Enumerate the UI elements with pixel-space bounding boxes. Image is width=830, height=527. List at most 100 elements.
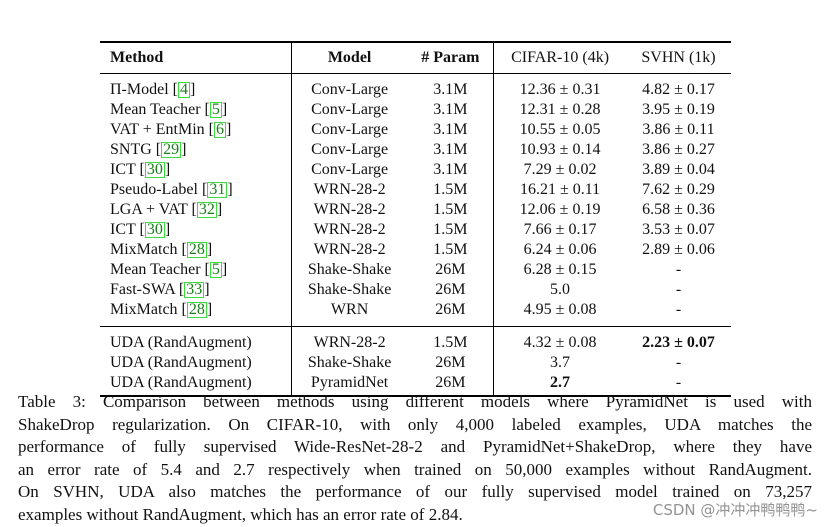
model-cell: Conv-Large	[311, 121, 389, 138]
param-cell: 26M	[407, 260, 495, 280]
model-cell: Shake-Shake	[307, 281, 392, 298]
cifar-cell: 7.66 ± 0.17	[523, 221, 597, 238]
citation-link[interactable]: 31	[207, 181, 228, 198]
method-cell: Mean Teacher [5]	[100, 260, 292, 280]
model-cell: Conv-Large	[311, 141, 389, 158]
table-row: Pseudo-Label [31] WRN-28-2 1.5M 16.21 ± 0.1…	[100, 180, 731, 200]
method-name: Mean Teacher	[110, 101, 201, 118]
method-cell: Mean Teacher [5]	[100, 100, 292, 120]
table-row: MixMatch [28] WRN-28-2 1.5M 6.24 ± 0.06 2.89…	[100, 240, 731, 260]
model-cell: WRN	[330, 301, 369, 318]
method-name: MixMatch	[110, 301, 178, 318]
cifar-cell: 16.21 ± 0.11	[519, 181, 601, 198]
model-cell: Shake-Shake	[307, 261, 392, 278]
svhn-cell: -	[675, 374, 682, 391]
citation-link[interactable]: 6	[214, 121, 226, 138]
cifar-cell: 4.32 ± 0.08	[523, 334, 597, 351]
method-cell: SNTG [29]	[100, 140, 292, 160]
cifar-cell: 10.93 ± 0.14	[519, 141, 601, 158]
svhn-cell: 2.23 ± 0.07	[642, 334, 715, 351]
param-cell: 1.5M	[407, 326, 495, 353]
table-row: UDA (RandAugment) Shake-Shake 26M 3.7 -	[100, 353, 731, 373]
svhn-cell: 6.58 ± 0.36	[642, 201, 715, 218]
param-cell: 3.1M	[407, 73, 495, 100]
table-row: LGA + VAT [32] WRN-28-2 1.5M 12.06 ± 0.19 6.…	[100, 200, 731, 220]
svhn-cell: -	[675, 354, 682, 371]
table-row: Mean Teacher [5] Conv-Large 3.1M 12.31 ± 0.…	[100, 100, 731, 120]
table-header: Method Model # Param CIFAR-10 (4k) SVHN …	[100, 42, 731, 74]
model-cell: Conv-Large	[311, 161, 389, 178]
citation-link[interactable]: 33	[184, 281, 205, 298]
cifar-cell: 10.55 ± 0.05	[519, 121, 601, 138]
table-caption: Table 3: Comparison between methods usin…	[18, 391, 812, 526]
param-cell: 26M	[407, 280, 495, 300]
param-cell: 1.5M	[407, 200, 495, 220]
method-cell: Π-Model [4]	[100, 73, 292, 100]
method-cell: Pseudo-Label [31]	[100, 180, 292, 200]
citation-link[interactable]: 5	[209, 101, 222, 118]
model-cell: WRN-28-2	[313, 221, 386, 238]
param-cell: 3.1M	[407, 100, 495, 120]
param-cell: 3.1M	[407, 120, 495, 140]
method-name: Pseudo-Label	[110, 181, 198, 198]
header-param: # Param	[407, 42, 495, 74]
table-row: UDA (RandAugment) PyramidNet 26M 2.7 -	[100, 373, 731, 396]
header-model: Model	[327, 49, 372, 66]
svhn-cell: 7.62 ± 0.29	[642, 181, 715, 198]
method-cell: UDA (RandAugment)	[100, 353, 292, 373]
model-cell: WRN-28-2	[313, 241, 386, 258]
svhn-cell: 3.53 ± 0.07	[642, 221, 715, 238]
method-cell: ICT [30]	[100, 160, 292, 180]
method-name: Fast-SWA	[110, 281, 175, 298]
method-cell: Fast-SWA [33]	[100, 280, 292, 300]
param-cell: 26M	[407, 353, 495, 373]
citation-link[interactable]: 28	[186, 301, 207, 318]
table-row: Mean Teacher [5] Shake-Shake 26M 6.28 ± 0.1…	[100, 260, 731, 280]
results-table: Method Model # Param CIFAR-10 (4k) SVHN …	[100, 41, 731, 397]
model-cell: WRN-28-2	[313, 181, 386, 198]
table-row: VAT + EntMin [6] Conv-Large 3.1M 10.55 ± 0.…	[100, 120, 731, 140]
caption-line: ShakeDrop regularization. On CIFAR-10, w…	[18, 414, 812, 434]
cifar-cell: 7.29 ± 0.02	[523, 161, 597, 178]
table-row: SNTG [29] Conv-Large 3.1M 10.93 ± 0.14 3.86 …	[100, 140, 731, 160]
model-cell: WRN-28-2	[313, 201, 386, 218]
citation-link[interactable]: 30	[144, 161, 165, 178]
citation-link[interactable]: 4	[177, 81, 190, 98]
model-cell: Conv-Large	[311, 81, 389, 98]
caption-line: examples without RandAugment, which has …	[18, 504, 463, 524]
citation-link[interactable]: 29	[161, 141, 182, 158]
method-name: VAT + EntMin	[110, 121, 205, 138]
svhn-cell: -	[675, 261, 682, 278]
method-cell: MixMatch [28]	[100, 240, 292, 260]
method-name: MixMatch	[110, 241, 178, 258]
method-name: LGA + VAT	[110, 201, 188, 218]
method-name: ICT	[110, 221, 136, 238]
model-cell: Conv-Large	[311, 101, 389, 118]
table-row: MixMatch [28] WRN 26M 4.95 ± 0.08 -	[100, 300, 731, 327]
method-name: Mean Teacher	[110, 261, 201, 278]
citation-link[interactable]: 30	[144, 221, 165, 238]
header-svhn: SVHN (1k)	[641, 49, 716, 66]
cifar-cell: 12.36 ± 0.31	[519, 81, 601, 98]
table-row: Fast-SWA [33] Shake-Shake 26M 5.0 -	[100, 280, 731, 300]
svhn-cell: 3.86 ± 0.27	[642, 141, 715, 158]
table-row: ICT [30] WRN-28-2 1.5M 7.66 ± 0.17 3.53 ± 0.…	[100, 220, 731, 240]
svhn-cell: 2.89 ± 0.06	[642, 241, 715, 258]
header-cifar: CIFAR-10 (4k)	[511, 49, 610, 66]
model-cell: WRN-28-2	[313, 334, 386, 351]
header-row: Method Model # Param CIFAR-10 (4k) SVHN …	[100, 42, 731, 74]
caption-line: an error rate of 5.4 and 2.7 respectivel…	[18, 459, 812, 479]
param-cell: 26M	[407, 300, 495, 327]
svhn-cell: 4.82 ± 0.17	[642, 81, 715, 98]
citation-link[interactable]: 5	[209, 261, 222, 278]
cifar-cell: 5.0	[550, 281, 571, 298]
cifar-cell: 6.24 ± 0.06	[523, 241, 597, 258]
table-row: UDA (RandAugment) WRN-28-2 1.5M 4.32 ± 0.08…	[100, 326, 731, 353]
caption-line: performance of fully supervised Wide-Res…	[18, 437, 812, 456]
cifar-cell: 2.7	[550, 374, 571, 391]
citation-link[interactable]: 28	[186, 241, 207, 258]
cifar-cell: 3.7	[550, 354, 571, 371]
method-cell: ICT [30]	[100, 220, 292, 240]
citation-link[interactable]: 32	[196, 201, 217, 218]
method-cell: MixMatch [28]	[100, 300, 292, 327]
